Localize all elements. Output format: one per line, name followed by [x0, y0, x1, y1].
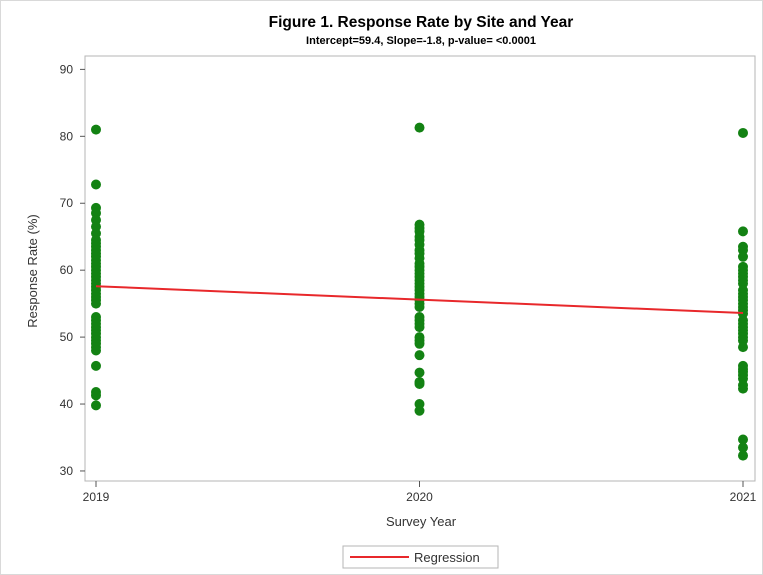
data-point	[738, 127, 748, 138]
chart-title: Figure 1. Response Rate by Site and Year	[269, 14, 574, 31]
data-point	[414, 378, 425, 389]
data-point	[91, 298, 101, 309]
data-point	[414, 350, 425, 361]
legend-box	[342, 545, 499, 569]
regression-line	[95, 285, 744, 315]
y-tick-label: 90	[60, 62, 74, 76]
regression-line-group	[95, 285, 744, 315]
data-point	[91, 390, 101, 401]
data-point	[91, 124, 101, 135]
x-tick-label: 2020	[406, 490, 433, 504]
y-tick-label: 80	[60, 129, 74, 143]
legend-label-regression: Regression	[414, 550, 480, 565]
data-point	[414, 301, 425, 312]
data-point	[414, 322, 425, 333]
data-point	[738, 442, 748, 453]
y-tick-label: 50	[60, 330, 74, 344]
data-point	[414, 122, 425, 133]
legend: Regression	[342, 545, 499, 569]
data-point	[738, 342, 748, 353]
data-point	[414, 367, 425, 378]
data-point	[738, 450, 748, 461]
y-tick-label: 30	[60, 464, 74, 478]
x-axis-label: Survey Year	[386, 514, 457, 529]
x-tick-label: 2021	[730, 490, 757, 504]
y-tick-label: 60	[60, 263, 74, 277]
x-axis: 2019 2020 2021	[83, 481, 757, 504]
data-point	[414, 405, 425, 416]
data-point	[91, 179, 101, 190]
x-tick-label: 2019	[83, 490, 110, 504]
data-points	[91, 122, 748, 461]
data-point	[738, 434, 748, 445]
data-point	[738, 251, 748, 262]
y-axis-label: Response Rate (%)	[25, 214, 40, 327]
data-point	[91, 345, 101, 356]
y-axis: 30 40 50 60 70 80 90	[60, 62, 85, 478]
y-tick-label: 40	[60, 397, 74, 411]
y-tick-label: 70	[60, 196, 74, 210]
chart-subtitle: Intercept=59.4, Slope=-1.8, p-value= <0.…	[306, 35, 536, 47]
data-point	[738, 226, 748, 237]
data-point	[738, 383, 748, 394]
data-point	[91, 360, 101, 371]
data-point	[91, 400, 101, 411]
data-point	[414, 338, 425, 349]
